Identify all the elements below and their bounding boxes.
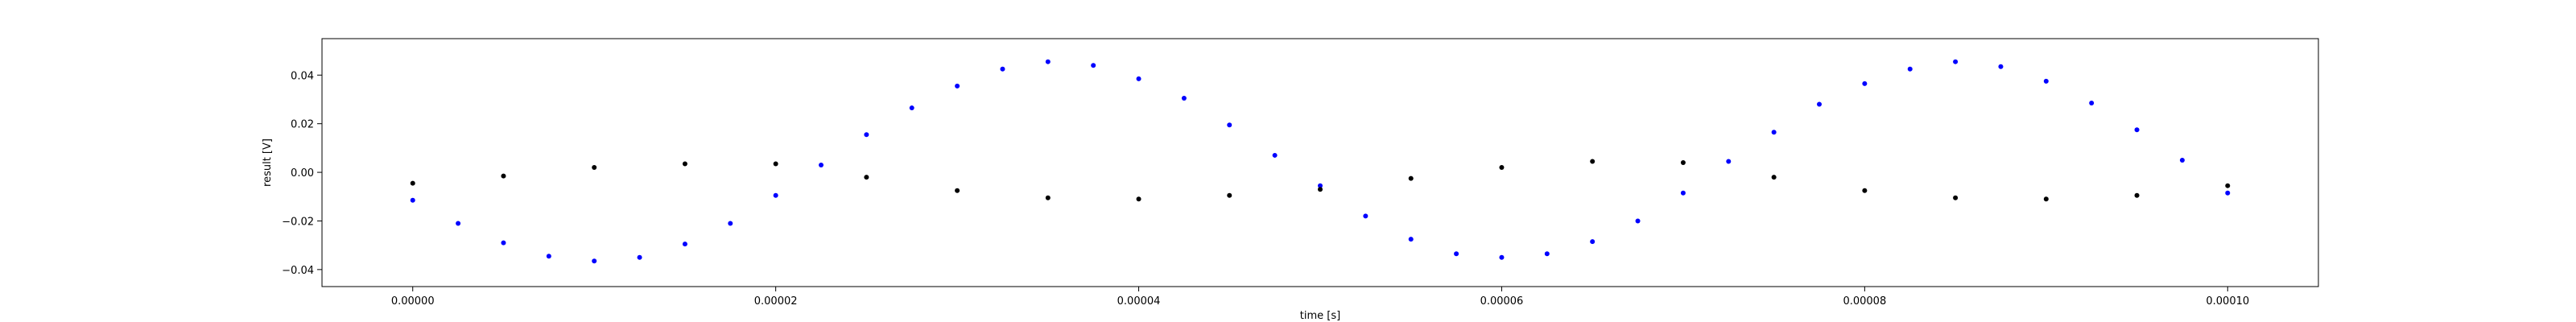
data-point <box>501 173 506 179</box>
data-point <box>1953 195 1959 200</box>
data-point <box>1726 159 1732 164</box>
data-point <box>1136 76 1141 81</box>
data-point <box>1227 192 1232 198</box>
data-point <box>864 175 869 180</box>
data-point <box>1862 80 1868 86</box>
data-point <box>1998 64 2004 69</box>
data-point <box>2043 196 2049 202</box>
x-tick-label: 0.00010 <box>2206 295 2249 308</box>
data-point <box>410 180 415 186</box>
data-point <box>1318 187 1323 192</box>
data-point <box>592 258 597 264</box>
x-tick-label: 0.00006 <box>1480 295 1524 308</box>
data-point <box>1953 59 1959 64</box>
data-point <box>1590 239 1596 245</box>
data-point <box>1045 195 1051 200</box>
y-tick-label: −0.02 <box>282 216 314 228</box>
x-tick-label: 0.00008 <box>1843 295 1886 308</box>
data-point <box>1363 213 1368 219</box>
y-axis: −0.04 −0.02 0.00 0.02 0.04 <box>282 70 322 277</box>
data-point <box>773 161 778 167</box>
data-point <box>1680 160 1686 165</box>
x-tick-label: 0.00004 <box>1117 295 1161 308</box>
y-tick-label: 0.02 <box>291 119 314 131</box>
data-point <box>1817 101 1822 107</box>
data-point <box>1136 196 1141 202</box>
y-axis-label: result [V] <box>262 138 274 187</box>
data-point <box>819 163 824 168</box>
data-point <box>1181 95 1187 101</box>
data-point <box>682 242 687 247</box>
data-point <box>1680 190 1686 196</box>
plot-frame <box>321 38 2319 287</box>
data-point <box>773 192 778 198</box>
data-point <box>1862 188 1868 193</box>
data-point <box>2179 157 2185 163</box>
data-point <box>2225 190 2231 196</box>
data-point <box>2134 192 2140 198</box>
data-point <box>1771 175 1777 180</box>
x-tick-label: 0.00000 <box>391 295 435 308</box>
data-point <box>637 254 642 260</box>
data-point <box>1091 63 1096 68</box>
data-point <box>1590 159 1596 164</box>
data-point <box>1907 66 1913 72</box>
data-point <box>1000 66 1005 72</box>
data-point <box>1318 183 1323 188</box>
x-axis: 0.00000 0.00002 0.00004 0.00006 0.00008 0.000… <box>391 287 2249 308</box>
y-tick-label: 0.04 <box>291 70 314 82</box>
data-point <box>1544 251 1550 257</box>
data-point <box>1454 251 1459 257</box>
data-point <box>546 254 551 259</box>
data-point <box>2225 183 2231 188</box>
data-point <box>728 221 733 226</box>
y-tick-label: 0.00 <box>291 167 314 180</box>
data-point <box>501 240 506 246</box>
series-1 <box>410 159 2231 202</box>
x-axis-label: time [s] <box>1300 310 1340 322</box>
y-tick-label: −0.04 <box>282 265 314 277</box>
data-point <box>1499 165 1505 171</box>
data-point <box>1045 59 1051 64</box>
x-tick-label: 0.00002 <box>754 295 798 308</box>
series-layer <box>410 59 2231 264</box>
data-point <box>1408 237 1414 242</box>
data-point <box>1272 152 1278 158</box>
data-point <box>1771 130 1777 135</box>
data-point <box>955 83 960 89</box>
data-point <box>2043 78 2049 84</box>
series-0 <box>410 59 2231 264</box>
data-point <box>2134 127 2140 133</box>
data-point <box>955 188 960 193</box>
data-point <box>592 165 597 171</box>
data-point <box>456 221 461 226</box>
data-point <box>2089 101 2095 106</box>
data-point <box>1408 175 1414 181</box>
data-point <box>1227 122 1232 128</box>
data-point <box>682 161 687 167</box>
data-point <box>1499 254 1505 260</box>
data-point <box>909 105 914 111</box>
data-point <box>1635 218 1641 224</box>
data-point <box>410 197 415 203</box>
data-point <box>864 132 869 138</box>
